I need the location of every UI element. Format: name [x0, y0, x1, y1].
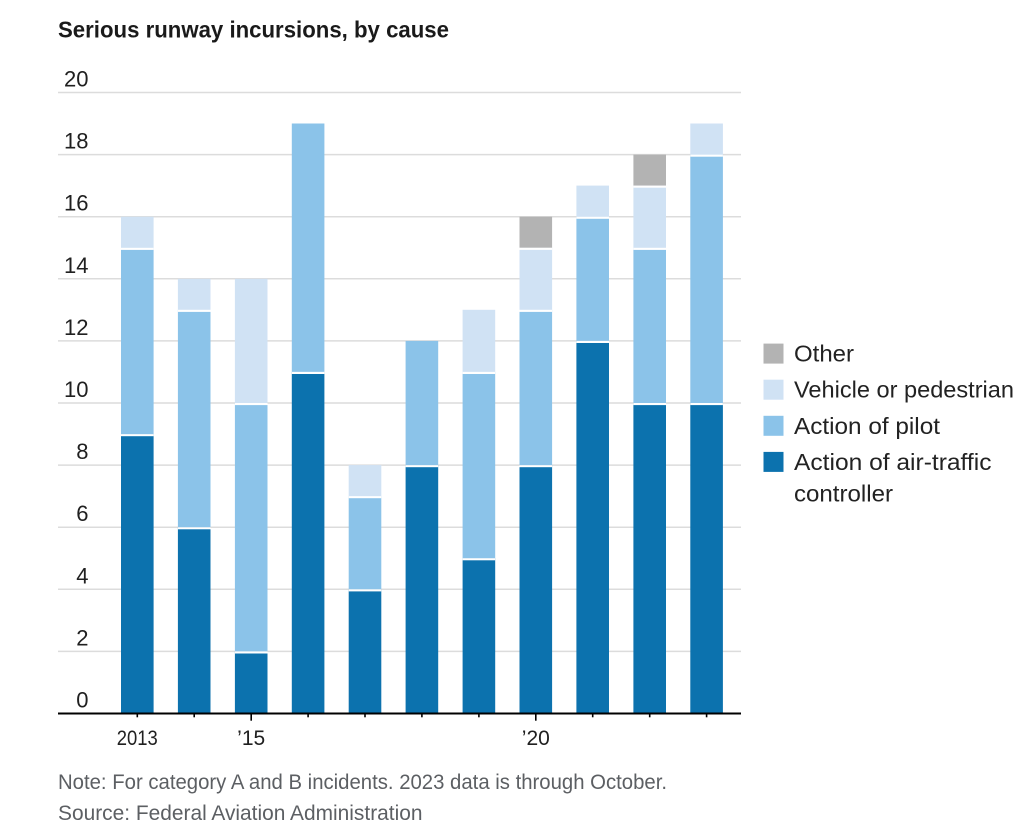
- svg-text:Action of pilot: Action of pilot: [794, 413, 940, 439]
- svg-text:8: 8: [76, 439, 88, 464]
- svg-text:20: 20: [64, 67, 88, 92]
- svg-text:Note: For category A and B inc: Note: For category A and B incidents. 20…: [58, 770, 667, 794]
- svg-text:’15: ’15: [237, 727, 265, 750]
- svg-text:10: 10: [64, 377, 88, 402]
- svg-text:controller: controller: [794, 481, 893, 507]
- svg-text:Vehicle or pedestrian: Vehicle or pedestrian: [794, 377, 1014, 403]
- svg-text:16: 16: [64, 191, 88, 216]
- svg-text:Serious runway incursions, by: Serious runway incursions, by cause: [58, 17, 449, 43]
- svg-text:0: 0: [76, 688, 88, 713]
- svg-text:Other: Other: [794, 341, 854, 367]
- svg-text:’20: ’20: [522, 727, 550, 750]
- svg-text:12: 12: [64, 315, 88, 340]
- svg-text:14: 14: [64, 253, 88, 278]
- svg-text:Source: Federal Aviation Admin: Source: Federal Aviation Administration: [58, 801, 423, 825]
- svg-text:18: 18: [64, 129, 88, 154]
- svg-text:6: 6: [76, 501, 88, 526]
- svg-text:2013: 2013: [117, 727, 158, 750]
- svg-text:Action of air-traffic: Action of air-traffic: [794, 449, 992, 475]
- svg-text:4: 4: [76, 563, 88, 588]
- svg-text:2: 2: [76, 625, 88, 650]
